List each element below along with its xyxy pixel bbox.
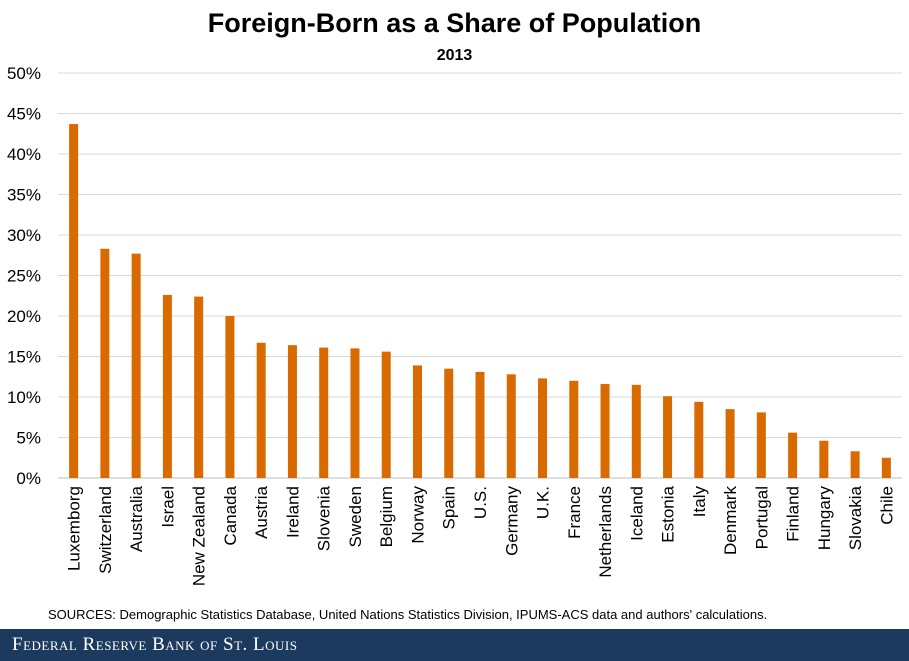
bar-norway	[412, 365, 422, 478]
y-tick-label: 10%	[7, 388, 41, 407]
bar-france	[569, 380, 579, 478]
bar-spain	[444, 368, 454, 478]
y-tick-label: 40%	[7, 145, 41, 164]
chart-subtitle: 2013	[436, 47, 473, 64]
bar-slovenia	[319, 347, 329, 478]
bar-australia	[131, 253, 141, 478]
x-tick-label: Netherlands	[596, 486, 615, 578]
y-tick-label: 5%	[16, 429, 41, 448]
y-tick-label: 20%	[7, 307, 41, 326]
x-tick-label: Belgium	[377, 486, 396, 547]
x-tick-label: Hungary	[815, 486, 834, 551]
y-tick-label: 30%	[7, 226, 41, 245]
x-tick-label: Austria	[252, 485, 271, 538]
bar-switzerland	[100, 248, 110, 478]
bar-austria	[256, 342, 266, 478]
bar-hungary	[819, 440, 829, 478]
bar-chile	[881, 457, 891, 478]
bar-estonia	[663, 396, 673, 478]
sources-note: SOURCES: Demographic Statistics Database…	[48, 607, 768, 622]
bar-germany	[506, 374, 516, 478]
bar-netherlands	[600, 384, 610, 478]
x-tick-label: Sweden	[346, 486, 365, 547]
x-tick-label: Israel	[158, 486, 177, 528]
bars	[69, 124, 891, 478]
x-tick-label: Finland	[784, 486, 803, 542]
bar-u-s	[475, 371, 485, 478]
x-tick-label: Chile	[877, 486, 896, 525]
y-tick-label: 45%	[7, 105, 41, 124]
x-tick-label: Switzerland	[96, 486, 115, 574]
bar-slovakia	[850, 451, 860, 478]
bar-new-zealand	[194, 296, 204, 478]
bar-israel	[162, 294, 172, 478]
y-tick-label: 25%	[7, 267, 41, 286]
x-tick-label: U.S.	[471, 486, 490, 519]
x-tick-label: Australia	[127, 485, 146, 552]
x-tick-label: Iceland	[627, 486, 646, 541]
bar-sweden	[350, 348, 360, 478]
bar-canada	[225, 316, 235, 478]
x-tick-label: Portugal	[752, 486, 771, 549]
x-tick-label: Denmark	[721, 486, 740, 555]
x-tick-label: Slovenia	[315, 485, 334, 551]
bar-finland	[788, 432, 798, 478]
x-tick-label: Germany	[502, 486, 521, 556]
y-axis-ticks: 0% 5% 10% 15% 20% 25% 30% 35% 40% 45% 50%	[7, 64, 41, 488]
x-tick-label: Italy	[690, 486, 709, 518]
x-tick-label: Ireland	[283, 486, 302, 538]
x-tick-label: Norway	[408, 486, 427, 544]
bar-iceland	[631, 384, 641, 478]
x-tick-label: New Zealand	[190, 486, 209, 586]
x-tick-label: U.K.	[534, 486, 553, 519]
x-tick-label: Estonia	[659, 485, 678, 542]
x-tick-label: Luxemborg	[65, 486, 84, 571]
y-tick-label: 15%	[7, 348, 41, 367]
bar-luxemborg	[69, 124, 79, 478]
x-tick-label: Canada	[221, 485, 240, 545]
footer-bar: Federal Reserve Bank of St. Louis	[0, 629, 909, 661]
x-tick-label: Spain	[440, 486, 459, 529]
y-tick-label: 50%	[7, 64, 41, 83]
bar-ireland	[287, 345, 297, 478]
x-tick-label: France	[565, 486, 584, 539]
bar-portugal	[756, 412, 766, 478]
bar-denmark	[725, 409, 735, 478]
x-axis-labels: Luxemborg Switzerland Australia Israel New Z…	[65, 485, 897, 586]
y-tick-label: 0%	[16, 469, 41, 488]
bar-belgium	[381, 351, 391, 478]
y-tick-label: 35%	[7, 186, 41, 205]
bar-italy	[694, 401, 704, 478]
bar-u-k	[538, 378, 548, 478]
bar-chart: 0% 5% 10% 15% 20% 25% 30% 35% 40% 45% 50% Luxembor…	[7, 64, 902, 586]
chart-title: Foreign-Born as a Share of Population	[207, 8, 702, 38]
footer-brand: Federal Reserve Bank of St. Louis	[12, 634, 298, 655]
x-tick-label: Slovakia	[846, 485, 865, 550]
